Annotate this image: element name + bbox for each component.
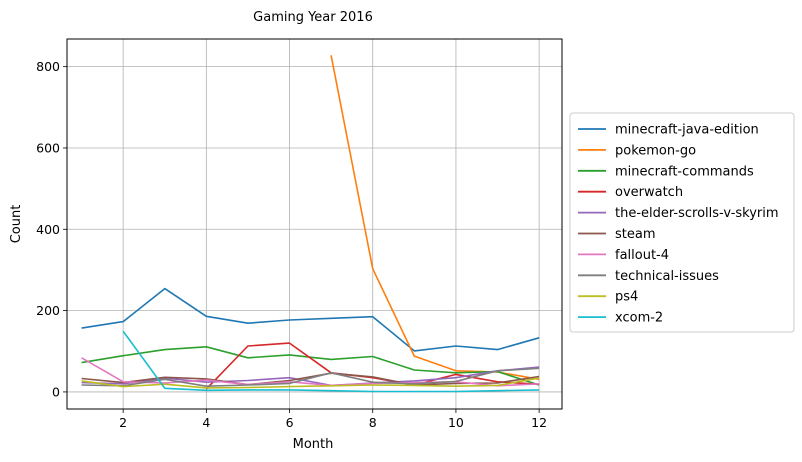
legend-label: minecraft-commands: [615, 164, 754, 179]
series-line-fallout-4: [81, 357, 540, 387]
y-tick-label: 800: [36, 59, 60, 74]
x-tick-label: 10: [448, 415, 464, 430]
legend-label: ps4: [615, 290, 638, 305]
x-tick-label: 6: [286, 415, 294, 430]
y-axis-ticks: 0 200 400 600 800: [36, 59, 67, 399]
plot-frame: [66, 38, 563, 410]
series-line-xcom-2: [122, 330, 540, 393]
y-axis-label: Count: [9, 205, 24, 244]
legend-label: xcom-2: [615, 311, 663, 326]
legend-label: pokemon-go: [615, 143, 696, 158]
series-lines: [81, 55, 540, 393]
grid-lines: [67, 39, 562, 409]
legend-label: steam: [615, 227, 656, 242]
series-line-minecraft-java-edition: [81, 287, 540, 352]
legend: minecraft-java-edition pokemon-go minecraf…: [569, 112, 795, 333]
legend-label: technical-issues: [615, 269, 719, 284]
series-line-technical-issues: [81, 367, 540, 388]
y-tick-label: 0: [52, 384, 60, 399]
y-tick-label: 400: [36, 222, 60, 237]
y-tick-label: 200: [36, 303, 60, 318]
chart-title: Gaming Year 2016: [253, 10, 373, 25]
y-tick-label: 600: [36, 140, 60, 155]
x-axis-label: Month: [293, 437, 334, 452]
x-tick-label: 12: [531, 415, 547, 430]
legend-label: fallout-4: [615, 248, 669, 263]
x-axis-ticks: 2 4 6 8 10 12: [119, 409, 547, 430]
x-tick-label: 4: [202, 415, 210, 430]
legend-label: the-elder-scrolls-v-skyrim: [615, 206, 779, 221]
series-line-pokemon-go: [330, 55, 540, 381]
x-tick-label: 2: [119, 415, 127, 430]
legend-label: overwatch: [615, 185, 683, 200]
series-line-ps4: [81, 377, 540, 389]
x-tick-label: 8: [369, 415, 377, 430]
legend-box: [569, 112, 795, 333]
legend-label: minecraft-java-edition: [615, 123, 759, 138]
